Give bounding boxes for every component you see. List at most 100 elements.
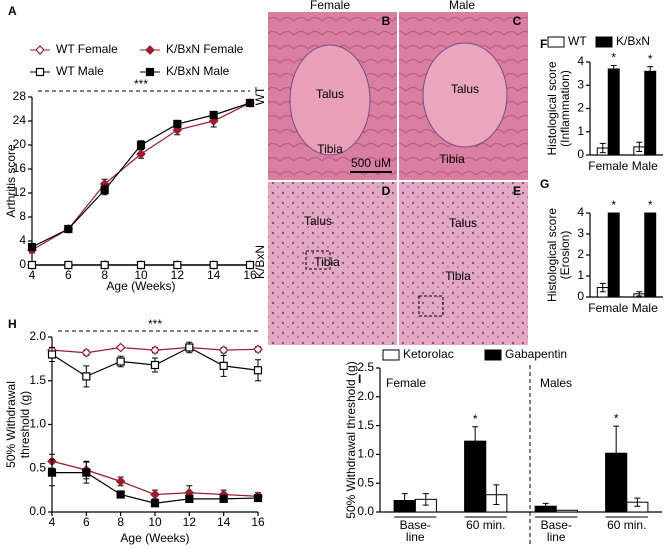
- x-axis-label: Age (Weeks): [106, 279, 175, 293]
- x-tick-label: 60 min.: [607, 518, 646, 532]
- x-tick-label: 12: [171, 268, 185, 282]
- point: [150, 360, 160, 370]
- bar: [644, 212, 657, 298]
- legend-swatch: [547, 36, 565, 48]
- image-label: D: [382, 184, 391, 198]
- x-tick-label: 12: [183, 515, 197, 529]
- row-label: K/BxN: [253, 245, 267, 279]
- y-tick-label: 1: [577, 124, 584, 138]
- y-axis-label: threshold (g): [18, 391, 32, 458]
- y-tick-label: 20: [13, 137, 27, 151]
- y-axis-label: Histological score: [545, 61, 559, 155]
- error-bar: [636, 291, 643, 297]
- y-tick-label: 2.0: [357, 389, 374, 403]
- point: [115, 476, 126, 487]
- point: [173, 119, 182, 129]
- significance-label: ***: [134, 77, 148, 91]
- y-tick-label: 3: [577, 226, 584, 240]
- error-bar: [599, 282, 606, 293]
- x-axis-label: Age (Weeks): [120, 531, 189, 545]
- x-tick-label: 4: [29, 268, 36, 282]
- histology-images: [268, 12, 531, 545]
- point: [150, 345, 160, 355]
- point: [82, 468, 91, 477]
- bone: [422, 42, 508, 148]
- y-tick-label: 2.0: [29, 329, 46, 343]
- bar: [555, 509, 578, 513]
- image-annotation: Talus: [449, 216, 477, 230]
- error-bar: [610, 64, 617, 73]
- point: [47, 350, 57, 359]
- legend-label: WT: [568, 34, 587, 48]
- legend-marker: [145, 45, 155, 55]
- bar: [607, 212, 620, 298]
- y-tick-label: 12: [13, 185, 27, 199]
- image-annotation: Tibia: [445, 269, 471, 283]
- point: [218, 345, 229, 355]
- significance-label: *: [614, 411, 619, 425]
- point: [64, 260, 73, 270]
- point: [253, 344, 263, 355]
- legend-marker: [35, 45, 45, 55]
- y-tick-label: 0.0: [29, 504, 46, 518]
- legend-label: WT Male: [56, 64, 104, 78]
- x-tick-label: 10: [148, 515, 162, 529]
- inset-box: [418, 295, 444, 317]
- y-tick-label: 0.5: [29, 460, 46, 474]
- y-tick-label: 1: [577, 268, 584, 282]
- legend-swatch: [595, 36, 613, 48]
- legend-label: K/BxN: [616, 34, 650, 48]
- image-label: C: [513, 14, 522, 28]
- point: [209, 260, 218, 270]
- error-bar: [634, 497, 641, 507]
- y-tick-label: 8: [19, 209, 26, 223]
- point: [173, 260, 182, 270]
- legend-swatch: [484, 349, 502, 361]
- panel-label: A: [8, 4, 17, 18]
- histology-image: [399, 182, 528, 345]
- point: [136, 149, 146, 159]
- significance-label: *: [648, 198, 653, 212]
- y-tick-label: 1.0: [29, 417, 46, 431]
- bone: [289, 44, 371, 156]
- point: [209, 110, 218, 120]
- legend-label: Gabapentin: [505, 347, 567, 361]
- bar: [607, 68, 620, 156]
- legend-marker: [145, 67, 155, 77]
- x-tick-label: 14: [217, 515, 231, 529]
- significance-label: *: [473, 412, 478, 426]
- column-header: Female: [310, 0, 350, 12]
- error-bar: [636, 141, 643, 153]
- panel-label: F: [540, 37, 547, 51]
- image-label: B: [382, 14, 391, 28]
- y-tick-label: 1.5: [29, 373, 46, 387]
- column-header: Male: [449, 0, 475, 12]
- image-label: E: [513, 184, 521, 198]
- x-tick-label: Base-: [541, 518, 572, 532]
- image-annotation: Tibia: [314, 255, 340, 269]
- legend-marker: [35, 67, 45, 77]
- y-axis-label: 50% Withdrawal: [4, 381, 18, 468]
- point: [136, 140, 146, 150]
- point: [185, 494, 194, 503]
- y-tick-label: 28: [13, 89, 27, 103]
- y-tick-label: 0.5: [357, 475, 374, 489]
- row-label: WT: [253, 86, 267, 105]
- error-bar: [613, 425, 620, 481]
- x-tick-label: 8: [101, 268, 108, 282]
- point: [27, 260, 37, 270]
- inset-box: [305, 250, 331, 270]
- y-tick-label: 4: [19, 233, 26, 247]
- y-axis-label: Histological score: [545, 208, 559, 302]
- point: [253, 366, 263, 375]
- image-annotation: 500 uM: [351, 156, 391, 170]
- legend-label: WT Female: [56, 42, 118, 56]
- point: [115, 342, 126, 353]
- x-tick-label: line: [406, 530, 425, 544]
- error-bar: [542, 502, 549, 510]
- y-axis-label: (Inflammation): [558, 70, 572, 147]
- point: [185, 343, 194, 352]
- error-bar: [401, 493, 408, 508]
- y-tick-label: 2.5: [357, 360, 374, 374]
